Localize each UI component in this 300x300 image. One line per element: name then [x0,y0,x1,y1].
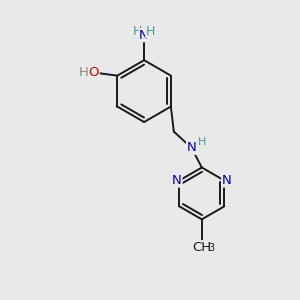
Text: N: N [172,174,182,187]
Text: CH: CH [192,241,212,254]
Text: N: N [187,141,196,154]
Text: 3: 3 [208,243,214,253]
Text: N: N [222,174,232,187]
Text: N: N [139,29,149,42]
Text: H: H [146,25,155,38]
Text: H: H [198,137,206,148]
Text: H: H [79,66,89,79]
Text: H: H [133,25,142,38]
Text: O: O [88,66,99,79]
